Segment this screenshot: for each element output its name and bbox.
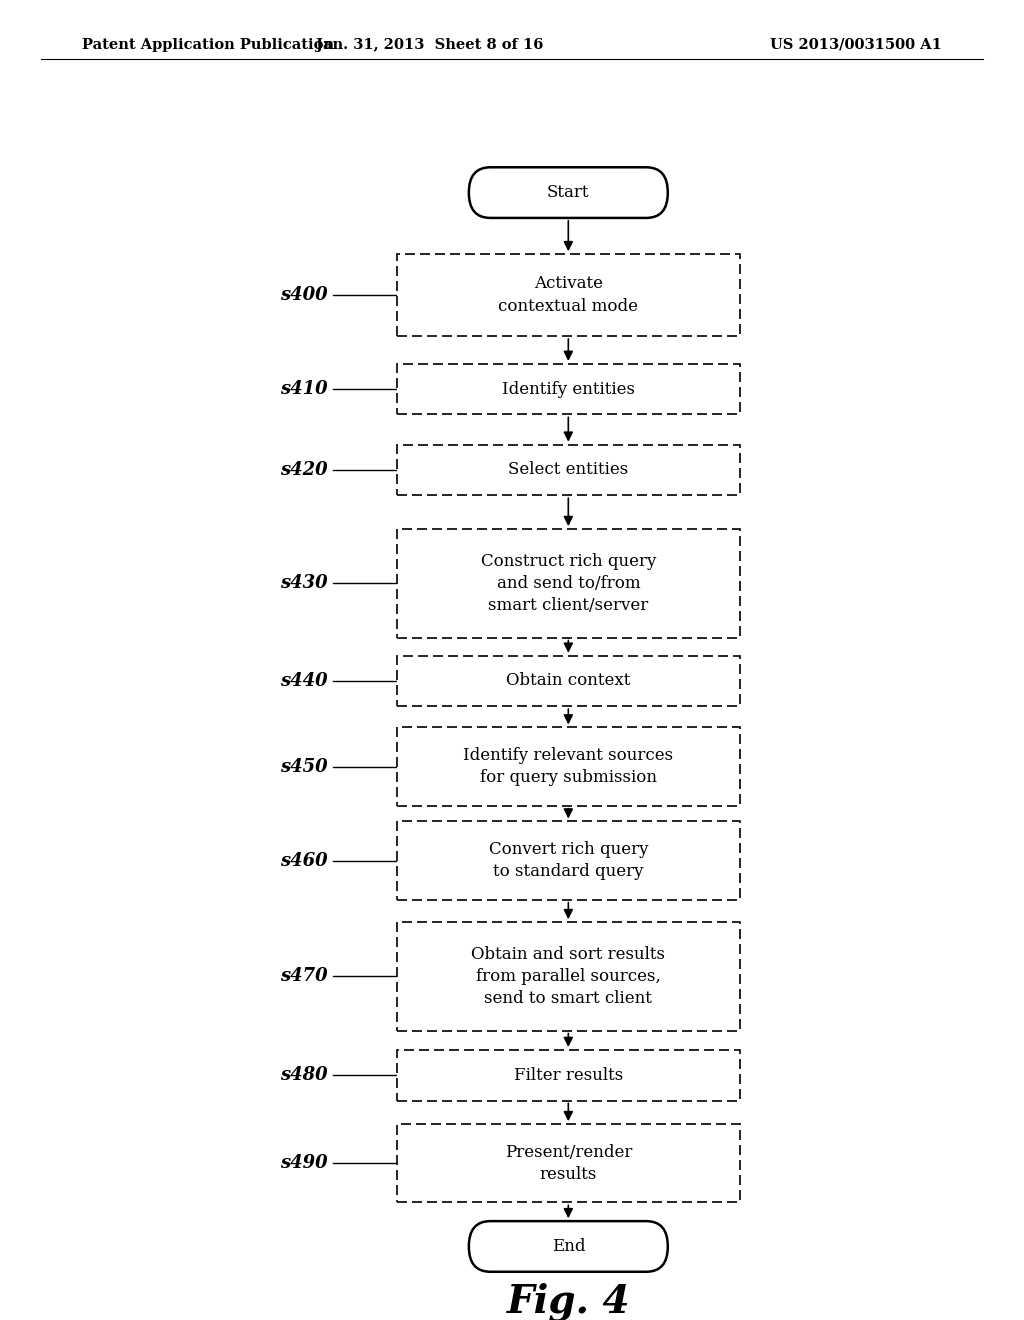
FancyBboxPatch shape bbox=[397, 727, 740, 805]
Text: Patent Application Publication: Patent Application Publication bbox=[82, 38, 334, 51]
FancyBboxPatch shape bbox=[397, 1125, 740, 1203]
Text: s410: s410 bbox=[280, 380, 328, 399]
Text: Jan. 31, 2013  Sheet 8 of 16: Jan. 31, 2013 Sheet 8 of 16 bbox=[316, 38, 544, 51]
Text: Identify relevant sources
for query submission: Identify relevant sources for query subm… bbox=[463, 747, 674, 787]
Text: s490: s490 bbox=[280, 1154, 328, 1172]
Text: s480: s480 bbox=[280, 1067, 328, 1084]
Text: s440: s440 bbox=[280, 672, 328, 690]
Text: s470: s470 bbox=[280, 968, 328, 985]
Text: Start: Start bbox=[547, 183, 590, 201]
Text: s460: s460 bbox=[280, 851, 328, 870]
FancyBboxPatch shape bbox=[397, 445, 740, 495]
FancyBboxPatch shape bbox=[397, 364, 740, 414]
Text: s420: s420 bbox=[280, 461, 328, 479]
FancyBboxPatch shape bbox=[397, 656, 740, 706]
FancyBboxPatch shape bbox=[397, 1049, 740, 1101]
Text: Select entities: Select entities bbox=[508, 462, 629, 478]
Text: Convert rich query
to standard query: Convert rich query to standard query bbox=[488, 841, 648, 880]
FancyBboxPatch shape bbox=[397, 923, 740, 1031]
Text: End: End bbox=[552, 1238, 585, 1255]
FancyBboxPatch shape bbox=[397, 529, 740, 638]
FancyBboxPatch shape bbox=[397, 821, 740, 900]
FancyBboxPatch shape bbox=[397, 253, 740, 337]
Text: US 2013/0031500 A1: US 2013/0031500 A1 bbox=[770, 38, 942, 51]
Text: Fig. 4: Fig. 4 bbox=[507, 1283, 630, 1320]
Text: s430: s430 bbox=[280, 574, 328, 593]
Text: Present/render
results: Present/render results bbox=[505, 1143, 632, 1183]
Text: Construct rich query
and send to/from
smart client/server: Construct rich query and send to/from sm… bbox=[480, 553, 656, 614]
FancyBboxPatch shape bbox=[469, 168, 668, 218]
Text: Obtain context: Obtain context bbox=[506, 672, 631, 689]
FancyBboxPatch shape bbox=[469, 1221, 668, 1271]
Text: Activate
contextual mode: Activate contextual mode bbox=[499, 276, 638, 314]
Text: Filter results: Filter results bbox=[514, 1067, 623, 1084]
Text: Identify entities: Identify entities bbox=[502, 380, 635, 397]
Text: s400: s400 bbox=[280, 286, 328, 304]
Text: s450: s450 bbox=[280, 758, 328, 776]
Text: Obtain and sort results
from parallel sources,
send to smart client: Obtain and sort results from parallel so… bbox=[471, 945, 666, 1007]
